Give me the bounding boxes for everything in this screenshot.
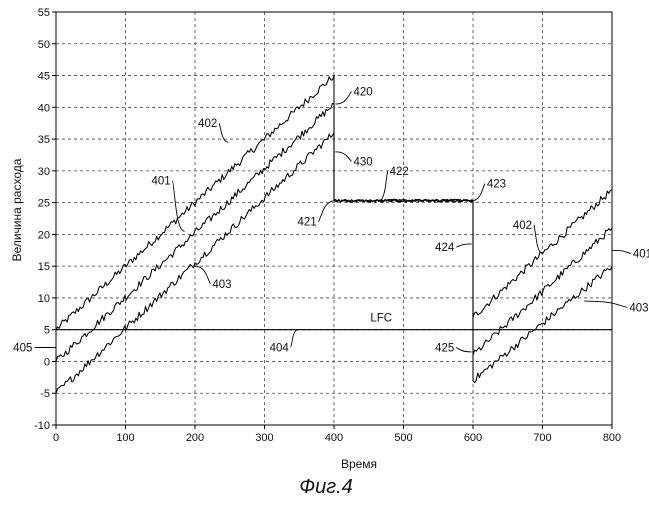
grid [56,12,612,425]
leader-line-422 [379,171,387,201]
annotation-425: 425 [435,342,454,354]
y-tick-label: 15 [38,261,50,273]
axis-ticks: 0 100 200 300 400 500 600 700 800 -10 -5 0 5 10 15 20 25… [34,7,621,444]
y-tick-label: 45 [38,71,50,83]
y-tick-label: 0 [44,356,50,368]
y-tick-label: 40 [38,102,50,114]
annotation-402: 402 [513,220,532,232]
y-tick-label: 50 [38,39,50,51]
x-tick-label: 800 [603,432,621,444]
x-tick-label: 700 [533,432,551,444]
annotation-422: 422 [390,166,409,178]
y-tick-label: 55 [38,7,50,19]
leader-line-421 [319,201,336,222]
leader-line-430 [335,152,351,162]
y-tick-label: 30 [38,166,50,178]
annotation-402: 402 [198,118,217,130]
annotation-405: 405 [13,342,32,354]
x-tick-label: 300 [255,432,273,444]
leader-line-401 [612,250,631,253]
annotation-430: 430 [353,156,372,168]
leader-line-404 [291,330,298,348]
y-tick-label: 5 [44,325,50,337]
y-tick-label: -5 [40,388,50,400]
x-tick-label: 500 [394,432,412,444]
annotation-401: 401 [151,175,170,187]
lfc-label: LFC [370,312,392,324]
annotation-401: 401 [633,248,649,260]
annotation-423: 423 [487,179,506,191]
leader-line-424 [456,244,471,247]
annotation-403: 403 [629,302,648,314]
annotation-420: 420 [353,86,372,98]
figure-caption: Фиг.4 [299,476,353,498]
leader-line-403 [195,266,210,284]
x-tick-label: 600 [464,432,482,444]
annotation-421: 421 [297,217,316,229]
leader-line-425 [456,348,471,352]
leader-line-420 [335,91,351,104]
x-axis-title: Время [341,457,377,471]
leader-line-402 [534,225,542,254]
y-tick-label: 20 [38,229,50,241]
y-tick-label: 35 [38,134,50,146]
annotation-403: 403 [212,279,231,291]
x-tick-label: 0 [53,432,59,444]
y-tick-label: 10 [38,293,50,305]
leader-line-401 [173,180,185,231]
y-tick-label: 25 [38,198,50,210]
x-tick-label: 100 [116,432,134,444]
x-tick-label: 200 [186,432,204,444]
leader-line-403 [584,301,627,307]
y-axis-title: Величина расхода [10,158,24,261]
annotation-424: 424 [435,242,455,254]
y-tick-label: -10 [34,420,50,432]
x-tick-label: 400 [325,432,343,444]
annotation-404: 404 [270,342,290,354]
leader-line-423 [472,184,485,201]
